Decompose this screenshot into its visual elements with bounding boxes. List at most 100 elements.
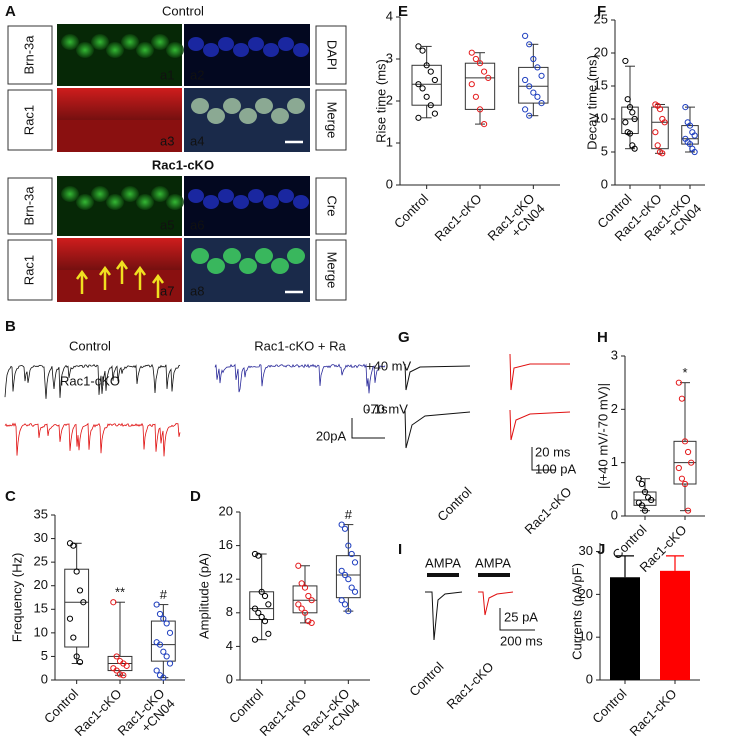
data-point [80, 599, 87, 606]
cell [106, 42, 124, 58]
y-tick-label: 2 [611, 401, 618, 416]
data-point [251, 636, 259, 643]
arrow [151, 273, 165, 298]
y-tick-label: 12 [219, 571, 233, 586]
row-label: Cre [325, 196, 340, 217]
trace [4, 422, 181, 457]
y-tick-label: 3 [611, 347, 618, 362]
stimulus-label: AMPA [475, 555, 511, 570]
data-point [341, 601, 349, 608]
data-point [120, 672, 127, 679]
panel-letter: B [5, 318, 16, 335]
y-tick-label: 10 [34, 624, 48, 639]
y-tick-label: 0 [601, 176, 608, 191]
x-tick-label: Control [41, 686, 81, 726]
data-point [123, 662, 130, 669]
significance: # [345, 507, 353, 522]
data-point [431, 110, 438, 117]
significance: * [682, 365, 687, 380]
data-point [538, 72, 545, 79]
row-label: DAPI [325, 40, 340, 70]
data-point [258, 588, 265, 595]
scale-bar [531, 447, 556, 471]
y-tick-label: 20 [34, 577, 48, 592]
data-point [684, 448, 692, 456]
data-point [301, 584, 309, 591]
data-point [534, 64, 541, 71]
y-tick-label: 3 [386, 50, 393, 65]
data-point [113, 653, 120, 660]
label-box [315, 177, 347, 235]
row-label: Brn-3a [21, 35, 36, 75]
data-point [688, 459, 695, 466]
data-point [415, 43, 422, 50]
nucleus [203, 195, 219, 209]
group-label: Control [434, 484, 474, 524]
data-point [338, 567, 345, 574]
data-point [652, 129, 659, 136]
nucleus [263, 195, 279, 209]
trace [509, 409, 571, 441]
y-tick-label: 5 [601, 143, 608, 158]
row-label: Brn-3a [21, 186, 36, 226]
trace-label: Control [69, 338, 111, 353]
y-tick-label: 16 [219, 537, 233, 552]
data-point [678, 395, 686, 402]
box [292, 585, 318, 614]
data-point [641, 488, 649, 496]
y-tick-label: 1 [386, 134, 393, 149]
y-tick-label: 20 [594, 44, 608, 59]
data-point [345, 576, 352, 583]
scale-bar [351, 418, 385, 439]
label-box [7, 177, 53, 235]
data-point [691, 148, 698, 156]
label-box [315, 25, 347, 85]
box [651, 106, 669, 150]
data-point [476, 60, 484, 67]
group-title: Rac1-cKO [152, 157, 214, 172]
panel-letter: G [398, 329, 410, 346]
x-tick-label: Control [589, 686, 629, 726]
y-tick-label: 15 [594, 77, 608, 92]
image-label: a4 [190, 133, 204, 148]
nucleus [278, 37, 294, 51]
data-point [656, 106, 664, 113]
nucleus [293, 195, 309, 209]
data-point [348, 584, 355, 591]
image [184, 24, 310, 86]
data-point [431, 76, 438, 84]
row-label: Rac1 [21, 255, 36, 285]
data-point [629, 109, 636, 116]
stimulus-bar [427, 573, 459, 577]
data-point [255, 552, 262, 559]
data-point [76, 658, 84, 666]
nucleus [233, 195, 249, 209]
x-tick-label: Control [391, 191, 431, 231]
data-point [468, 81, 475, 88]
cell [91, 186, 109, 202]
data-point [351, 588, 359, 595]
data-point [526, 112, 533, 119]
nucleus [293, 43, 309, 57]
cell [223, 98, 241, 114]
box [150, 620, 176, 662]
data-point [308, 597, 315, 604]
data-point [654, 142, 661, 149]
data-point [163, 653, 170, 660]
scale-label: 20pA [316, 428, 347, 443]
data-point [261, 618, 269, 625]
data-point [691, 132, 698, 139]
data-point [522, 106, 529, 113]
cell [287, 98, 305, 114]
stimulus-label: AMPA [425, 555, 461, 570]
x-tick-label: Rac1-cKO+CN04 [115, 686, 178, 749]
cell [136, 194, 154, 210]
panel-letter: F [597, 3, 606, 20]
scale-label: 0.1s [363, 401, 388, 416]
panel-letter: H [597, 329, 608, 346]
nucleus [233, 43, 249, 57]
y-tick-label: 10 [579, 629, 593, 644]
y-tick-label: 0 [611, 507, 618, 522]
label-box [315, 239, 347, 301]
